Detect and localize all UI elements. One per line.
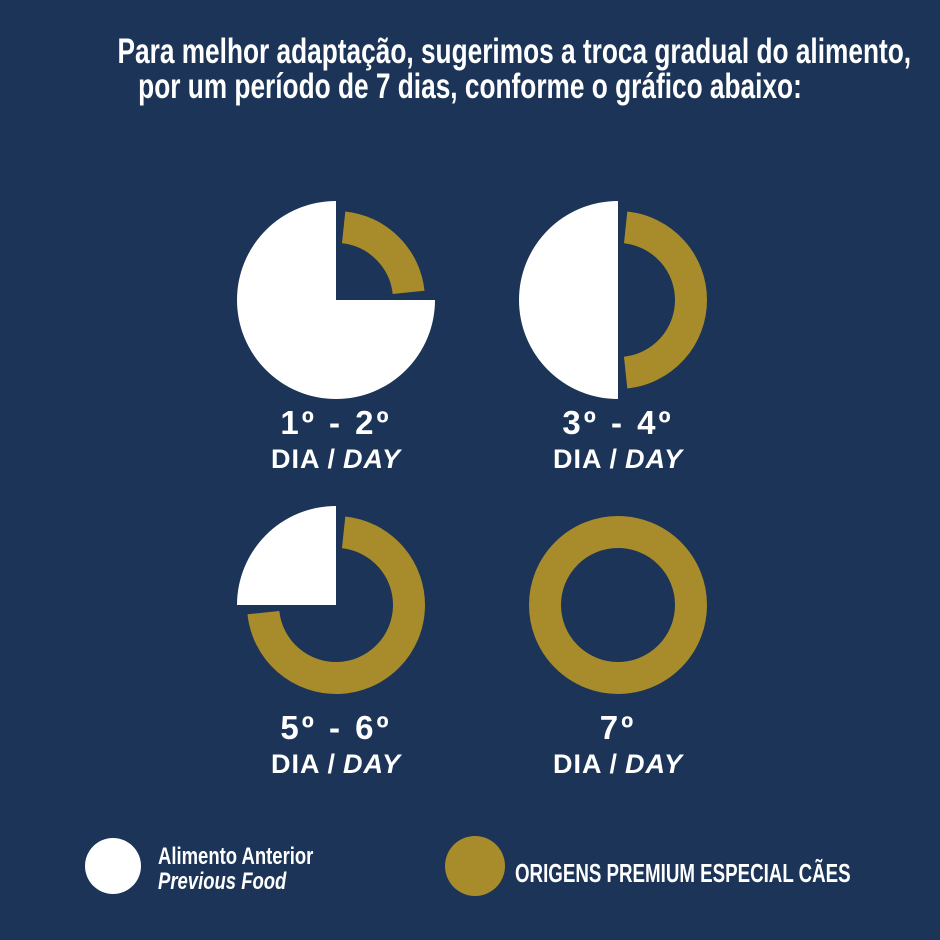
chart-day-1-2: 1º - 2º DIA / DAY (226, 190, 446, 500)
previous-food-label-en: Previous Food (158, 868, 287, 895)
dia-text: DIA (552, 749, 603, 779)
chart-day-7: 7º DIA / DAY (508, 495, 728, 805)
dia-day-label: DIA / DAY (508, 749, 728, 780)
pie-chart-day-5-6 (237, 506, 425, 694)
title-line-1: Para melhor adaptação, sugerimos a troca… (117, 32, 912, 71)
pie-chart-day-1-2 (237, 201, 435, 399)
dia-day-label: DIA / DAY (226, 444, 446, 475)
slash-separator: / (327, 444, 336, 474)
day-range-label: 1º - 2º (280, 404, 392, 441)
page-title: Para melhor adaptação, sugerimos a troca… (0, 34, 940, 104)
donut-chart-day-7 (529, 516, 707, 694)
pie-chart-day-3-4 (519, 201, 707, 399)
dia-text: DIA (552, 444, 603, 474)
previous-food-swatch (85, 838, 141, 894)
day-text: DAY (625, 749, 684, 779)
previous-food-label-pt: Alimento Anterior (158, 843, 314, 870)
slash-separator: / (609, 749, 618, 779)
day-range-label: 7º (599, 709, 637, 746)
slash-separator: / (327, 749, 336, 779)
day-range-label: 5º - 6º (280, 709, 392, 746)
dia-text: DIA (270, 749, 321, 779)
day-text: DAY (343, 749, 402, 779)
chart-day-3-4: 3º - 4º DIA / DAY (508, 190, 728, 500)
legend-item-new-food: ORIGENS PREMIUM ESPECIAL CÃES (515, 858, 851, 888)
day-range-label: 3º - 4º (562, 404, 674, 441)
title-line-2: por um período de 7 dias, conforme o grá… (138, 67, 802, 106)
day-text: DAY (625, 444, 684, 474)
legend-item-previous-food: Alimento Anterior Previous Food (158, 844, 360, 894)
slash-separator: / (609, 444, 618, 474)
chart-day-5-6: 5º - 6º DIA / DAY (226, 495, 446, 805)
dia-text: DIA (270, 444, 321, 474)
new-food-swatch (445, 836, 505, 896)
dia-day-label: DIA / DAY (508, 444, 728, 475)
day-text: DAY (343, 444, 402, 474)
dia-day-label: DIA / DAY (226, 749, 446, 780)
